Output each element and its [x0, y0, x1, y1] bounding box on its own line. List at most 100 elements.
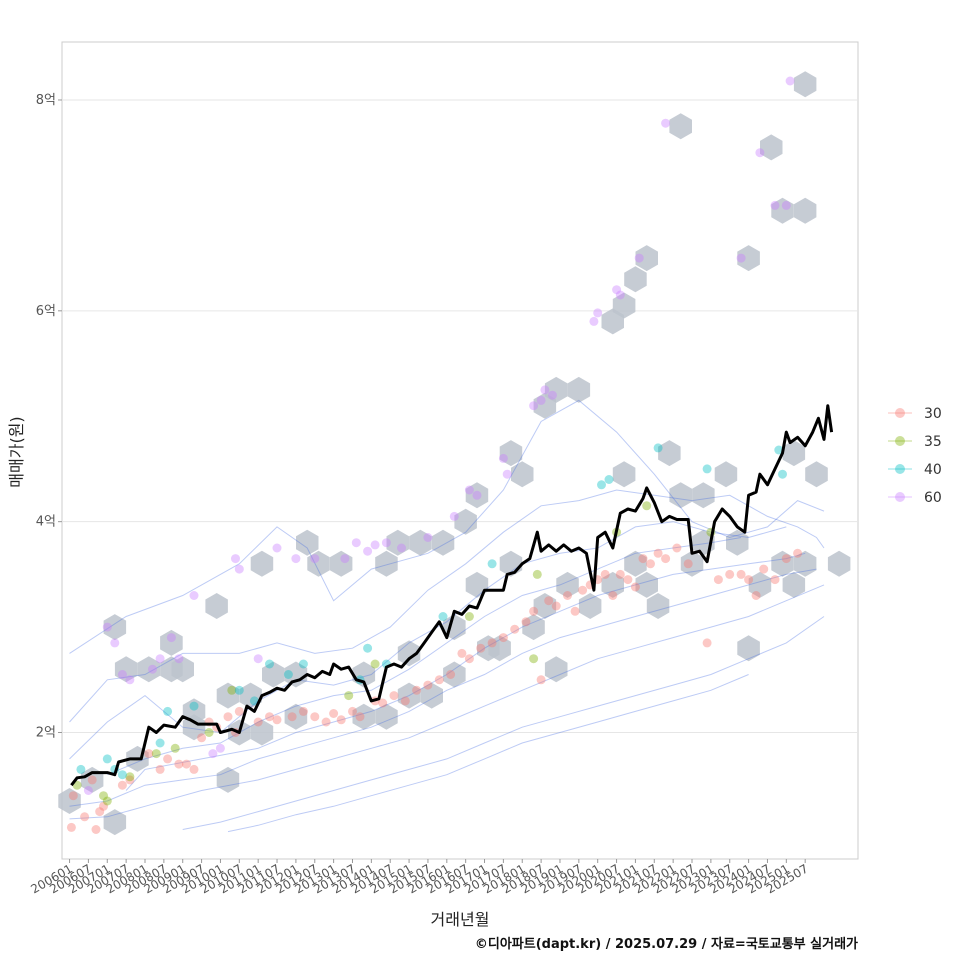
point-60 — [612, 285, 622, 295]
point-60 — [449, 511, 459, 521]
point-30 — [174, 759, 184, 769]
legend-label: 60 — [924, 490, 942, 506]
point-40 — [702, 464, 712, 474]
point-60 — [208, 749, 218, 759]
point-30 — [476, 643, 486, 653]
legend-key-35 — [895, 436, 905, 446]
hexbin-cell — [612, 292, 636, 319]
point-35 — [532, 569, 542, 579]
hexbin-cell — [171, 656, 194, 683]
point-30 — [578, 585, 588, 595]
point-30 — [623, 575, 633, 585]
point-60 — [661, 118, 671, 128]
point-30 — [287, 712, 297, 722]
x-axis-ticks: 2006012006072007012007072008012008072009… — [28, 859, 811, 897]
hexbin-cell — [658, 440, 681, 467]
hexbin-cell — [409, 529, 432, 556]
point-60 — [498, 453, 508, 463]
point-40 — [117, 770, 127, 780]
hexbin-cell — [533, 593, 557, 619]
hexbin-cell — [296, 529, 319, 556]
point-35 — [99, 791, 108, 801]
hexbin-cell — [250, 550, 274, 577]
point-30 — [400, 696, 410, 706]
point-60 — [253, 654, 263, 664]
hexbin-cell — [375, 703, 398, 730]
legend-key-40 — [895, 464, 905, 474]
y-tick-label: 2억 — [36, 725, 56, 740]
hexbin-cell — [624, 550, 647, 577]
hexbin-cell — [284, 661, 308, 688]
point-60 — [785, 76, 795, 86]
hexbin-cell — [239, 682, 262, 709]
grid-lines — [62, 99, 858, 733]
hexbin-cell — [567, 376, 591, 403]
point-40 — [163, 706, 173, 716]
y-tick-label: 4억 — [36, 515, 56, 530]
credit-text: ©디아파트(dapt.kr) / 2025.07.29 / 자료=국토교통부 실… — [474, 937, 858, 952]
point-30 — [234, 706, 244, 716]
point-30 — [770, 575, 780, 585]
point-30 — [638, 554, 648, 564]
point-35 — [102, 796, 112, 806]
hexbin-cell — [488, 635, 511, 662]
point-30 — [378, 698, 388, 708]
point-30 — [66, 822, 76, 832]
point-60 — [155, 654, 165, 664]
point-30 — [253, 717, 263, 727]
point-40 — [363, 643, 373, 653]
point-30 — [510, 624, 520, 634]
hexbin-cell — [646, 593, 670, 619]
hexbin-cell — [205, 593, 228, 619]
point-60 — [502, 469, 512, 479]
point-60 — [589, 316, 599, 326]
point-30 — [702, 638, 712, 648]
point-40 — [487, 559, 497, 569]
point-60 — [755, 148, 765, 158]
hexbin-cell — [827, 550, 851, 577]
hexbin-cell — [771, 550, 794, 577]
point-30 — [87, 775, 97, 785]
median-price-line — [70, 404, 834, 787]
point-60 — [272, 543, 282, 553]
point-60 — [231, 554, 240, 564]
legend-key-30 — [895, 408, 905, 418]
point-40 — [778, 469, 787, 479]
hexbin-cell — [397, 682, 421, 709]
hexbin-cell — [578, 593, 602, 619]
hexbin-cell — [499, 440, 523, 467]
density-contours — [69, 399, 825, 833]
density-contour — [69, 521, 787, 760]
hexbin-cell — [443, 661, 466, 688]
point-40 — [604, 475, 614, 484]
point-30 — [615, 569, 625, 579]
point-60 — [370, 540, 380, 550]
point-35 — [529, 654, 539, 664]
hexbin-cell — [522, 614, 545, 641]
density-contour — [69, 568, 817, 807]
point-30 — [182, 759, 191, 769]
point-30 — [781, 554, 791, 564]
point-30 — [661, 554, 671, 564]
point-30 — [630, 582, 640, 592]
density-contour — [125, 552, 806, 791]
point-60 — [310, 554, 320, 564]
point-60 — [83, 786, 93, 795]
point-60 — [634, 253, 644, 263]
point-30 — [608, 591, 618, 600]
y-axis-ticks: 2억 4억 6억 8억 — [36, 93, 62, 740]
point-30 — [653, 548, 663, 558]
point-35 — [227, 685, 237, 695]
point-30 — [551, 601, 561, 611]
point-30 — [336, 715, 346, 725]
point-30 — [434, 675, 444, 685]
point-35 — [204, 728, 214, 737]
point-60 — [174, 654, 184, 664]
point-30 — [544, 596, 554, 606]
point-60 — [166, 633, 176, 643]
point-60 — [781, 200, 791, 210]
point-60 — [536, 395, 546, 405]
point-40 — [438, 612, 448, 621]
point-30 — [600, 569, 610, 579]
point-35 — [151, 749, 161, 759]
